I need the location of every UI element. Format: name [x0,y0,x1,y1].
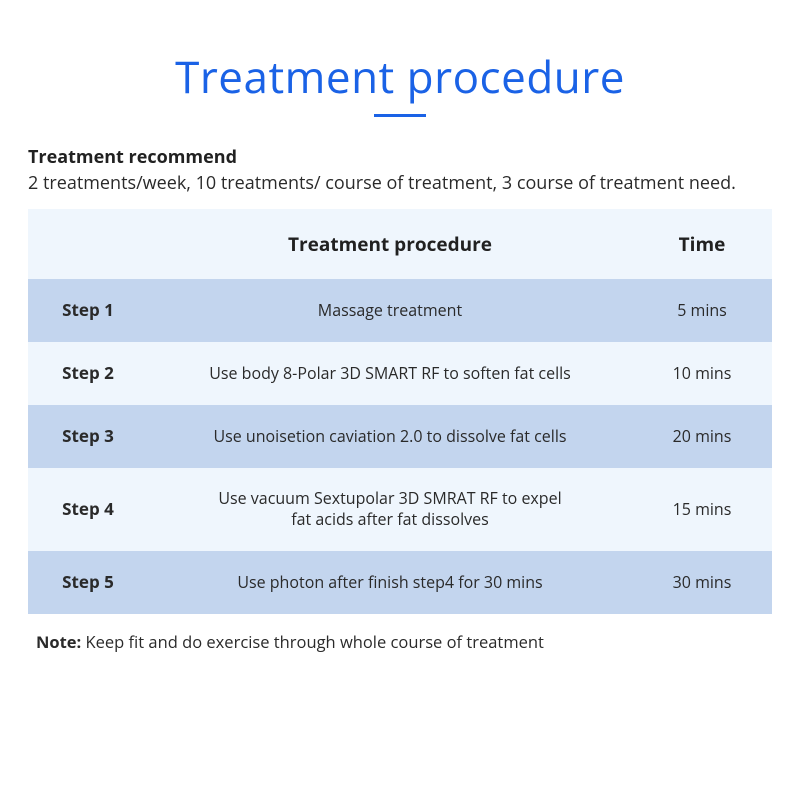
time-cell: 5 mins [632,279,772,342]
procedure-cell: Use unoisetion caviation 2.0 to dissolve… [148,405,632,468]
note-line: Note: Keep fit and do exercise through w… [28,630,772,653]
time-cell: 30 mins [632,551,772,614]
col-header-step [28,209,148,279]
title-underline [374,114,426,117]
procedure-cell: Use vacuum Sextupolar 3D SMRAT RF to exp… [148,468,632,551]
table-row: Step 2 Use body 8-Polar 3D SMART RF to s… [28,342,772,405]
page-title: Treatment procedure [28,46,772,106]
col-header-procedure: Treatment procedure [148,209,632,279]
step-cell: Step 2 [28,342,148,405]
step-cell: Step 3 [28,405,148,468]
step-cell: Step 5 [28,551,148,614]
table-row: Step 3 Use unoisetion caviation 2.0 to d… [28,405,772,468]
time-cell: 20 mins [632,405,772,468]
recommend-text: 2 treatments/week, 10 treatments/ course… [28,171,772,195]
procedure-table: Treatment procedure Time Step 1 Massage … [28,209,772,614]
table-header-row: Treatment procedure Time [28,209,772,279]
col-header-time: Time [632,209,772,279]
time-cell: 10 mins [632,342,772,405]
time-cell: 15 mins [632,468,772,551]
procedure-cell: Use body 8-Polar 3D SMART RF to soften f… [148,342,632,405]
note-label: Note: [36,630,81,653]
procedure-cell: Massage treatment [148,279,632,342]
recommend-label: Treatment recommend [28,145,772,169]
table-row: Step 4 Use vacuum Sextupolar 3D SMRAT RF… [28,468,772,551]
step-cell: Step 4 [28,468,148,551]
table-row: Step 5 Use photon after finish step4 for… [28,551,772,614]
step-cell: Step 1 [28,279,148,342]
note-text: Keep fit and do exercise through whole c… [81,630,544,653]
procedure-cell: Use photon after finish step4 for 30 min… [148,551,632,614]
table-row: Step 1 Massage treatment 5 mins [28,279,772,342]
